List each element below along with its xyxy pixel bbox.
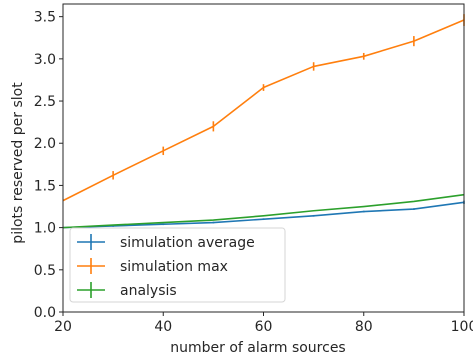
legend-item: simulation max xyxy=(77,258,228,275)
series-1 xyxy=(62,200,465,229)
legend-label: analysis xyxy=(120,283,177,299)
legend-label: simulation average xyxy=(120,235,255,251)
series-layer xyxy=(62,14,465,229)
y-tick-label: 1.5 xyxy=(34,178,56,194)
x-tick-label: 100 xyxy=(451,319,473,335)
legend-label: simulation max xyxy=(120,259,228,275)
y-tick-label: 0.0 xyxy=(34,305,56,321)
series-3 xyxy=(62,193,465,229)
y-tick-label: 1.0 xyxy=(34,221,56,237)
series-line xyxy=(62,193,465,229)
axes: 20 40 60 80 100 0.0 0.5 1.0 1.5 2.0 2.5 3.0 3.5 xyxy=(34,3,473,335)
x-tick-label: 20 xyxy=(54,319,72,335)
series-line xyxy=(62,19,465,202)
legend-box xyxy=(69,227,286,303)
x-tick-label: 60 xyxy=(255,319,273,335)
legend-item: analysis xyxy=(77,282,177,299)
y-tick-label: 3.0 xyxy=(34,52,56,68)
x-tick-label: 40 xyxy=(154,319,172,335)
x-axis-label: number of alarm sources xyxy=(170,340,345,356)
series-2 xyxy=(62,14,465,202)
y-tick-label: 3.5 xyxy=(34,10,56,26)
legend: simulation average simulation max analysis xyxy=(69,227,286,303)
y-tick-label: 2.5 xyxy=(34,94,56,110)
y-axis-label: pilots reserved per slot xyxy=(10,82,26,244)
y-tick-label: 0.5 xyxy=(34,263,56,279)
legend-item: simulation average xyxy=(77,234,255,251)
x-tick-label: 80 xyxy=(355,319,373,335)
y-tick-label: 2.0 xyxy=(34,136,56,152)
